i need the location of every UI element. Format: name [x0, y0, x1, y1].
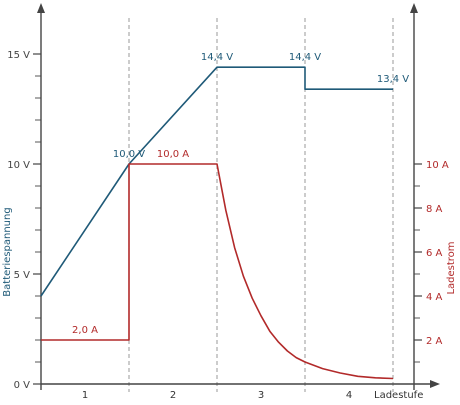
axes	[33, 3, 440, 390]
y-right-axis-arrow	[410, 3, 418, 13]
y-left-tick-label: 15 V	[7, 50, 30, 61]
y-right-tick-label: 6 A	[426, 248, 443, 259]
y-left-tick-label: 0 V	[14, 380, 31, 391]
y-right-axis-title: Ladestrom	[446, 241, 457, 294]
series-line-current	[41, 163, 394, 380]
data-label: 14,4 V	[289, 52, 321, 63]
x-category-label: 3	[258, 390, 264, 401]
y-left-tick-label: 10 V	[7, 160, 30, 171]
series-line-voltage	[40, 66, 393, 297]
data-label: 2,0 A	[72, 325, 98, 336]
y-left-axis-title: Batteriespannung	[2, 207, 13, 296]
y-right-tick-label: 10 A	[426, 160, 449, 171]
data-label: 10,0 A	[157, 149, 189, 160]
series	[40, 66, 394, 380]
y-right-tick-label: 2 A	[426, 336, 443, 347]
y-left-axis-arrow	[37, 3, 45, 13]
y-left-tick-label: 5 V	[14, 270, 31, 281]
data-label: 13,4 V	[377, 74, 409, 85]
y-right-tick-label: 4 A	[426, 292, 443, 303]
x-category-label: 1	[82, 390, 88, 401]
y-right-tick-label: 8 A	[426, 204, 443, 215]
x-category-label: 2	[170, 390, 176, 401]
data-label: 10,0 V	[113, 149, 145, 160]
x-category-label: 4	[346, 390, 352, 401]
data-label: 14,4 V	[201, 52, 233, 63]
x-axis-title: Ladestufe	[374, 390, 423, 401]
stage-grid	[128, 18, 394, 392]
x-axis-arrow	[430, 380, 440, 388]
labels: 0 V 5 V 10 V 15 V 2 A 4 A 6 A 8 A 10 A 1 2 3 4 10,0 V…	[7, 50, 449, 401]
